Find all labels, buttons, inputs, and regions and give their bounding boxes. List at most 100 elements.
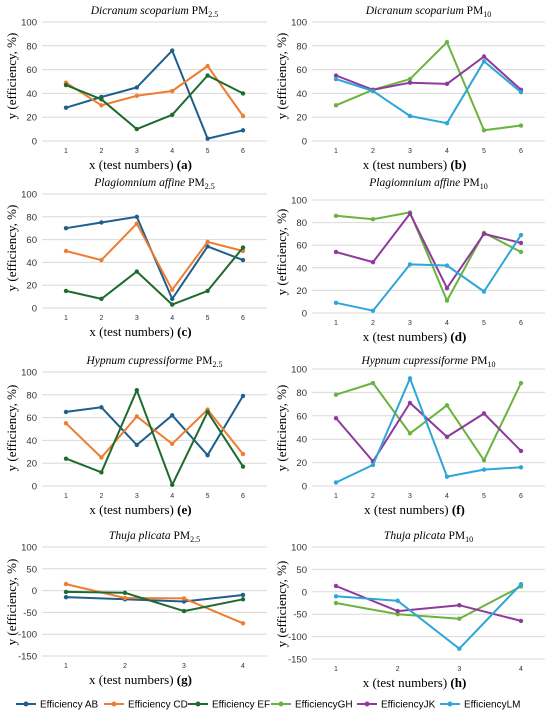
x-tick-label: 2 [99,315,103,322]
data-point-LM [444,263,450,268]
data-point-AB [134,442,139,448]
y-tick-label: 0 [32,586,37,597]
data-point-LM [370,308,376,313]
y-tick-label: -100 [288,632,307,643]
series-line-GH [335,41,522,132]
panel-label: (d) [450,329,466,344]
data-point-JK [444,285,450,291]
data-point-CD [205,63,210,69]
series-line-JK [335,212,522,290]
data-point-EF [122,590,128,595]
x-tick-label: 3 [135,315,139,322]
x-tick-label: 1 [64,315,68,322]
y-tick-label: 40 [296,435,307,446]
data-point-EF [63,456,69,461]
y-tick-label: 0 [302,137,307,148]
y-axis-label: y (efficiency, %) [274,209,289,296]
data-point-JK [481,54,487,59]
data-point-EF [170,112,175,118]
y-tick-label: -150 [288,655,307,666]
y-tick-label: 20 [296,113,307,124]
y-tick-label: 0 [32,137,37,148]
series-line-LM [335,60,522,125]
data-point-GH [333,213,339,219]
chart-panel-h: -150 -100 -50 0 50 100 1 2 3 4 Thuja plicata PM10 y… [274,530,545,690]
y-tick-label: 50 [26,564,37,575]
data-point-JK [518,240,524,246]
x-tick-label: 6 [519,493,523,500]
data-point-CD [240,451,246,457]
data-point-EF [181,608,187,614]
x-tick-label: 6 [519,148,523,155]
chart-panel-e: 0 20 40 60 80 100 1 2 3 4 5 6 Hypnum cupressiforme P… [4,355,267,517]
y-tick-label: 80 [296,41,307,52]
x-tick-label: 1 [64,493,68,500]
data-point-AB [205,136,210,141]
y-tick-label: 0 [32,482,37,493]
data-point-AB [170,296,175,302]
y-axis-label: y (efficiency, %) [4,385,19,472]
y-tick-label: 60 [296,65,307,76]
series-line-CD [65,583,244,625]
y-tick-label: 100 [21,190,37,201]
data-point-CD [99,455,104,460]
legend-marker [111,701,117,707]
x-tick-label: 4 [170,315,174,322]
data-point-GH [370,380,376,386]
chart-title: Plagiomnium affine PM10 [368,177,488,191]
data-point-AB [99,405,104,410]
data-point-CD [170,88,175,94]
data-point-LM [518,581,524,587]
data-point-EF [99,296,104,302]
panel-label: (b) [450,157,466,172]
y-tick-label: 80 [296,218,307,229]
y-tick-label: 100 [291,196,307,207]
data-point-CD [240,113,246,119]
data-point-AB [134,214,139,219]
y-axis-label: y (efficiency, %) [4,559,19,646]
data-point-AB [181,599,187,604]
y-tick-label: 0 [302,587,307,598]
x-tick-label: 1 [334,148,338,155]
x-tick-label: 3 [457,666,461,673]
x-tick-label: 5 [482,320,486,327]
data-point-JK [407,80,413,85]
chart-panel-c: 0 20 40 60 80 100 1 2 3 4 5 6 Plagiomnium affine PM2… [4,177,267,339]
data-point-CD [134,93,139,98]
y-tick-label: 40 [26,436,37,447]
x-tick-label: 1 [64,148,68,155]
x-tick-label: 5 [206,493,210,500]
data-point-CD [63,581,69,587]
series-line-JK [335,401,522,463]
x-tick-label: 1 [334,493,338,500]
chart-title: Dicranum scoparium PM2.5 [90,5,219,19]
data-point-CD [134,221,139,226]
y-tick-label: 40 [296,89,307,100]
y-tick-label: -50 [23,608,37,619]
x-tick-label: 4 [241,663,245,670]
data-point-EF [99,470,104,475]
data-point-EF [205,288,210,294]
series-line-LM [335,377,522,484]
data-point-CD [170,441,175,447]
data-point-CD [205,239,210,245]
y-tick-label: -50 [293,610,307,621]
data-point-JK [518,448,524,454]
y-axis-label: y (efficiency, %) [274,561,289,648]
data-point-GH [333,600,339,606]
series-line-GH [335,211,522,302]
y-tick-label: 80 [296,388,307,399]
panel-label: (h) [450,675,466,690]
data-point-EF [99,97,104,102]
chart-panel-b: 0 20 40 60 80 100 1 2 3 4 5 6 Dicranum scoparium PM1… [274,5,545,172]
chart-title: Thuja plicata PM2.5 [109,530,200,544]
y-tick-label: 100 [291,365,307,376]
y-tick-label: 100 [291,18,307,29]
y-tick-label: 60 [26,235,37,246]
x-tick-label: 2 [371,148,375,155]
series-line-LM [335,234,522,312]
data-point-JK [481,231,487,237]
data-point-LM [333,300,339,306]
data-point-CD [63,421,69,426]
